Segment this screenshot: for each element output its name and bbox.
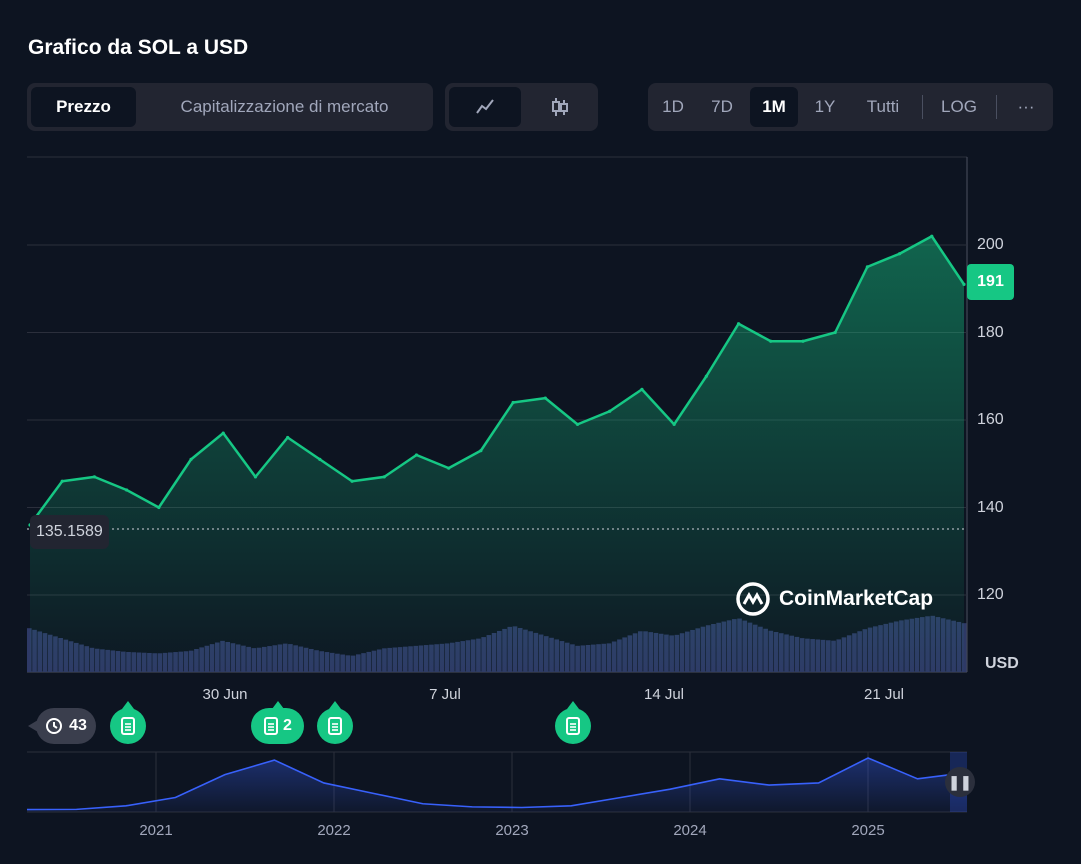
- price-point: [736, 322, 741, 326]
- x-tick-label: 14 Jul: [643, 686, 685, 703]
- price-point: [897, 252, 902, 256]
- tab-price[interactable]: Prezzo: [31, 87, 136, 127]
- document-icon: [264, 717, 279, 735]
- price-point: [382, 475, 386, 479]
- price-point: [575, 422, 580, 426]
- price-point: [189, 457, 193, 461]
- chart-type-toggle: [445, 83, 598, 131]
- document-icon: [566, 717, 580, 735]
- y-axis-unit: USD: [985, 655, 1019, 672]
- history-icon: [46, 718, 63, 734]
- y-tick-label: 140: [977, 499, 1004, 516]
- more-options-button[interactable]: ···: [1017, 97, 1035, 116]
- price-point: [962, 282, 966, 286]
- coinmarketcap-watermark: CoinMarketCap: [735, 581, 933, 617]
- price-point: [60, 479, 64, 483]
- price-point: [608, 409, 612, 413]
- coinmarketcap-logo-icon: [736, 582, 770, 616]
- price-point: [447, 466, 451, 470]
- range-all[interactable]: Tutti: [866, 97, 900, 116]
- price-point: [543, 396, 547, 400]
- range-1y[interactable]: 1Y: [814, 97, 836, 116]
- navigator-area: [27, 758, 967, 812]
- document-icon: [121, 717, 135, 735]
- y-tick-label: 200: [977, 236, 1004, 253]
- events-count: 43: [69, 717, 87, 734]
- price-point: [125, 488, 129, 492]
- y-tick-label: 120: [977, 586, 1004, 603]
- navigator-line: [26, 757, 968, 811]
- price-point: [865, 265, 869, 269]
- candlestick-button[interactable]: [525, 87, 595, 127]
- range-7d[interactable]: 7D: [711, 97, 733, 116]
- navigator-x-tick: 2024: [673, 822, 707, 839]
- current-price-tag: 191: [967, 264, 1014, 300]
- price-line: [28, 235, 966, 526]
- price-point: [672, 422, 676, 426]
- price-point: [318, 457, 322, 461]
- price-point: [511, 400, 515, 405]
- news-marker[interactable]: [555, 701, 591, 744]
- news-group-count: 2: [283, 717, 292, 734]
- y-tick-label: 180: [977, 324, 1004, 341]
- start-price-tag: 135.1589: [30, 515, 109, 549]
- price-point: [640, 387, 644, 391]
- volume-bar: [961, 623, 967, 672]
- price-point: [479, 449, 483, 453]
- line-chart-button[interactable]: [449, 87, 521, 127]
- range-1m[interactable]: 1M: [750, 87, 798, 127]
- news-marker[interactable]: [317, 701, 353, 744]
- navigator-x-tick: 2022: [317, 822, 351, 839]
- price-point: [253, 475, 258, 479]
- navigator-x-tick: 2025: [851, 822, 885, 839]
- price-point: [930, 234, 934, 238]
- price-point: [221, 431, 225, 435]
- price-area: [30, 236, 964, 672]
- range-selector: 1D 7D 1M 1Y Tutti LOG ···: [648, 83, 1053, 131]
- log-toggle[interactable]: LOG: [941, 97, 977, 116]
- range-divider: [922, 95, 923, 119]
- navigator-x-tick: 2021: [139, 822, 173, 839]
- news-marker[interactable]: [110, 701, 146, 744]
- tab-market-cap[interactable]: Capitalizzazione di mercato: [180, 97, 389, 116]
- price-point: [286, 435, 290, 440]
- news-marker-group[interactable]: 2: [251, 701, 304, 744]
- navigator-drag-handle[interactable]: ❚❚: [945, 767, 975, 797]
- price-point: [769, 339, 773, 343]
- document-icon: [328, 717, 342, 735]
- x-tick-label: 21 Jul: [863, 686, 905, 703]
- price-point: [704, 374, 708, 378]
- price-point: [414, 453, 419, 457]
- candlestick-icon: [552, 98, 568, 116]
- watermark-text: CoinMarketCap: [779, 587, 934, 610]
- range-1d[interactable]: 1D: [662, 97, 684, 116]
- price-point: [92, 475, 97, 479]
- price-point: [157, 505, 161, 510]
- x-tick-label: 30 Jun: [202, 686, 248, 703]
- range-divider: [996, 95, 997, 119]
- line-chart-icon: [476, 99, 494, 114]
- x-tick-label: 7 Jul: [429, 686, 461, 703]
- metric-tabs: Prezzo Capitalizzazione di mercato: [27, 83, 433, 131]
- y-tick-label: 160: [977, 411, 1004, 428]
- price-point: [801, 339, 805, 343]
- events-badge[interactable]: 43: [28, 708, 96, 744]
- price-point: [350, 479, 354, 483]
- price-point: [833, 330, 837, 335]
- navigator-x-tick: 2023: [495, 822, 529, 839]
- chart-title: Grafico da SOL a USD: [28, 36, 249, 59]
- volume-bar: [27, 628, 32, 672]
